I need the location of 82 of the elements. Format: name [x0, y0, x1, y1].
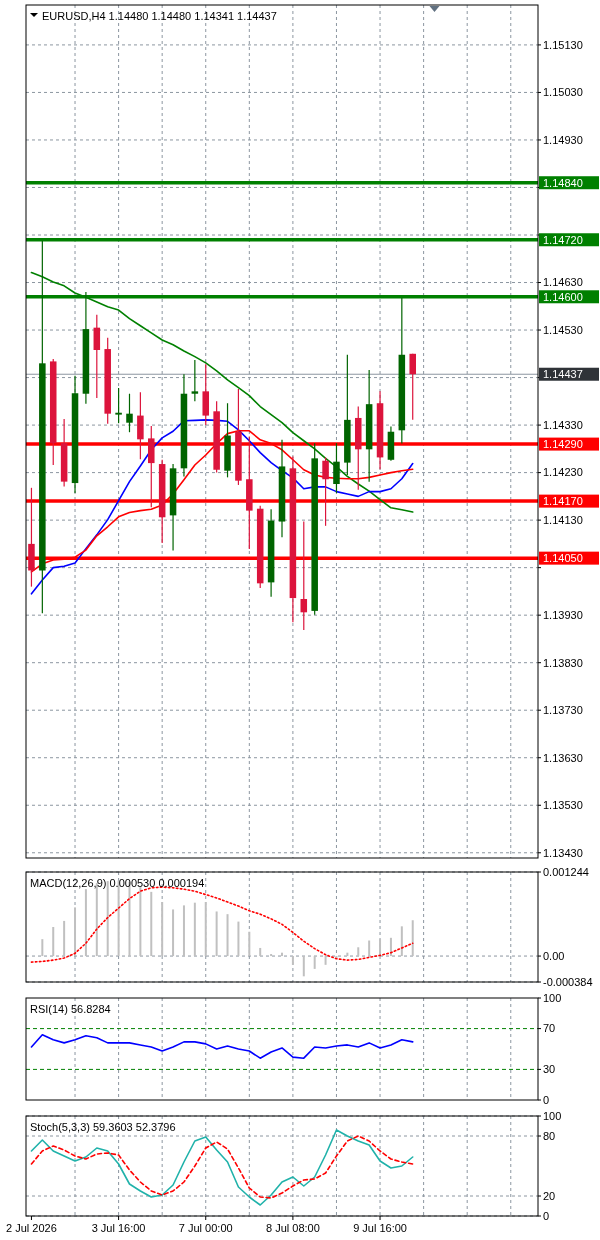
- y-tick-label: 1.13930: [543, 609, 583, 622]
- bar: [368, 940, 371, 957]
- candlestick: [93, 314, 101, 399]
- y-tick-label: 0: [543, 1093, 550, 1106]
- candlestick: [137, 391, 144, 460]
- ref-line-label: 1.14840: [543, 176, 583, 189]
- y-tick-label: 1.14930: [543, 133, 583, 146]
- bar: [302, 956, 305, 977]
- y-tick-label: 1.14130: [543, 513, 583, 526]
- ref-line-label: 1.14600: [543, 290, 583, 303]
- bar: [215, 911, 218, 957]
- line-series: [30, 1135, 414, 1199]
- bar: [237, 921, 240, 957]
- candlestick: [409, 353, 416, 421]
- y-tick-label: 100: [543, 1109, 562, 1122]
- y-tick-label: 80: [543, 1129, 556, 1142]
- bar: [193, 902, 196, 957]
- y-tick-label: 100: [543, 991, 562, 1004]
- bar: [182, 905, 185, 957]
- bar: [106, 881, 109, 957]
- y-tick-label: 1.15130: [543, 38, 583, 51]
- candlestick: [191, 359, 199, 402]
- line-series: [30, 419, 414, 595]
- bar: [172, 909, 175, 957]
- x-tick-label: 9 Jul 16:00: [353, 1222, 407, 1234]
- ref-line-label: 1.14720: [543, 233, 583, 246]
- x-tick-label: 2 Jul 2026: [6, 1222, 57, 1234]
- x-tick-label: 8 Jul 08:00: [265, 1222, 320, 1234]
- y-tick-label: 70: [543, 1022, 556, 1035]
- candlestick: [300, 520, 308, 631]
- y-tick-label: 1.14530: [543, 323, 583, 336]
- y-tick-label: 1.13630: [543, 751, 583, 764]
- bar: [248, 931, 251, 957]
- y-tick-label: 1.13430: [543, 846, 583, 859]
- bar: [291, 956, 294, 965]
- y-tick-label: 1.13730: [543, 704, 583, 717]
- bar: [161, 902, 164, 957]
- y-tick-label: 20: [543, 1189, 556, 1202]
- bar: [335, 956, 338, 959]
- bar: [204, 902, 207, 957]
- y-tick-label: 1.14230: [543, 466, 583, 479]
- bar: [400, 926, 403, 957]
- bar: [259, 947, 262, 957]
- bar: [411, 920, 414, 957]
- bar: [313, 956, 316, 969]
- y-tick-label: 1.13830: [543, 656, 583, 669]
- bar: [52, 927, 55, 957]
- bar: [357, 947, 360, 957]
- chart-title: EURUSD,H4 1.14480 1.14480 1.14341 1.14437: [42, 10, 277, 22]
- bar: [389, 937, 392, 957]
- y-tick-label: 1.13530: [543, 799, 583, 812]
- bar: [226, 914, 229, 957]
- candlestick: [322, 456, 329, 527]
- bar: [324, 956, 327, 965]
- text: MACD(12,26,9) 0.000530 0.000194: [30, 877, 205, 889]
- bar: [150, 891, 153, 957]
- candlestick: [333, 442, 340, 494]
- candlestick: [115, 387, 122, 424]
- candlestick: [126, 393, 133, 433]
- y-tick-label: 30: [543, 1063, 556, 1076]
- bar: [270, 954, 273, 957]
- bar: [139, 887, 142, 957]
- y-tick-label: 1.15030: [543, 86, 583, 99]
- line-series: [30, 1033, 414, 1059]
- y-tick-label: 0.001244: [543, 865, 589, 878]
- y-tick-label: 0: [543, 1209, 550, 1222]
- y-tick-label: 0.00: [543, 949, 565, 962]
- y-tick-label: -0.000384: [543, 975, 593, 988]
- chart-title: Stoch(5,3,3) 59.3603 52.3796: [30, 1121, 176, 1133]
- ref-line-label: 1.14170: [543, 494, 583, 507]
- bar: [84, 889, 87, 957]
- ref-line-label: 1.14437: [543, 368, 583, 381]
- bar: [379, 939, 382, 957]
- ref-line-label: 1.14050: [543, 551, 583, 564]
- bar: [41, 939, 44, 957]
- x-tick-label: 7 Jul 00:00: [178, 1222, 233, 1234]
- y-tick-label: 1.14330: [543, 418, 583, 431]
- ref-line-label: 1.14290: [543, 437, 583, 450]
- y-tick-label: 1.14630: [543, 276, 583, 289]
- bar: [74, 907, 77, 957]
- x-tick-label: 3 Jul 16:00: [91, 1222, 146, 1234]
- text: RSI(14) 56.8284: [30, 1003, 111, 1015]
